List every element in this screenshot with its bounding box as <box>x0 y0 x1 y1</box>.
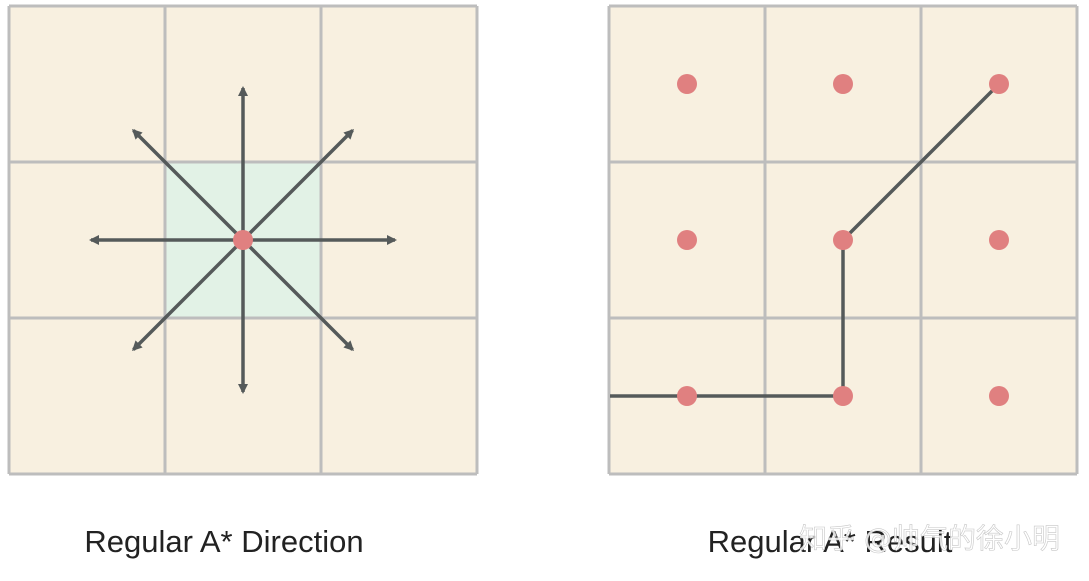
grid-node <box>677 230 697 250</box>
arrow-north-west <box>131 128 245 242</box>
result-diagram <box>607 4 1079 476</box>
grid-node <box>989 386 1009 406</box>
grid-node <box>989 74 1009 94</box>
result-nodes <box>677 74 1009 406</box>
start-node-dot <box>233 230 253 250</box>
grid-node <box>677 386 697 406</box>
start-node <box>233 230 253 250</box>
arrow-north-east <box>241 128 355 242</box>
direction-diagram <box>7 4 479 476</box>
grid-node <box>989 230 1009 250</box>
direction-caption: Regular A* Direction <box>84 524 363 559</box>
result-grid-lines <box>607 4 1079 476</box>
direction-arrows <box>89 86 397 394</box>
arrow-south-east <box>241 238 355 352</box>
grid-node <box>833 386 853 406</box>
grid-node <box>677 74 697 94</box>
result-caption: Regular A* Result <box>708 524 953 559</box>
arrow-south-west <box>131 238 245 352</box>
grid-node <box>833 74 853 94</box>
watermark: 知乎 @帅气的徐小明 <box>799 522 1060 555</box>
grid-node <box>833 230 853 250</box>
